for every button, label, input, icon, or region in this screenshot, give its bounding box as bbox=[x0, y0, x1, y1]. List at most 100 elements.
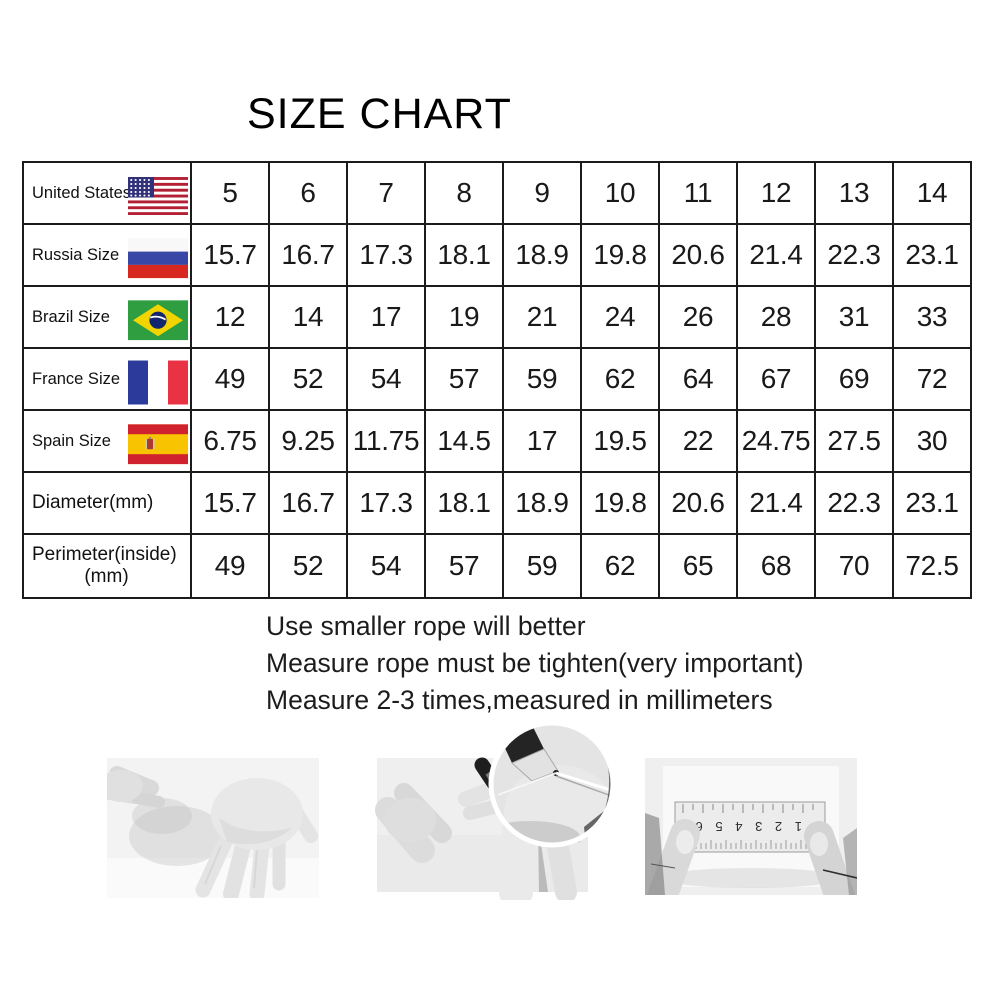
size-cell: 30 bbox=[892, 409, 972, 473]
size-cell: 19.8 bbox=[580, 471, 660, 535]
size-cell: 21.4 bbox=[736, 223, 816, 287]
size-cell: 27.5 bbox=[814, 409, 894, 473]
instruction-line: Measure rope must be tighten(very import… bbox=[266, 648, 804, 678]
size-cell: 8 bbox=[424, 161, 504, 225]
size-cell: 57 bbox=[424, 533, 504, 599]
size-cell: 18.9 bbox=[502, 471, 582, 535]
row-label-cell: Russia Size bbox=[22, 223, 192, 287]
size-cell: 10 bbox=[580, 161, 660, 225]
size-cell: 6.75 bbox=[190, 409, 270, 473]
size-cell: 11.75 bbox=[346, 409, 426, 473]
size-cell: 17 bbox=[502, 409, 582, 473]
size-cell: 5 bbox=[190, 161, 270, 225]
size-cell: 20.6 bbox=[658, 223, 738, 287]
size-cell: 23.1 bbox=[892, 223, 972, 287]
size-cell: 17 bbox=[346, 285, 426, 349]
size-cell: 72 bbox=[892, 347, 972, 411]
size-cell: 21 bbox=[502, 285, 582, 349]
size-cell: 22.3 bbox=[814, 223, 894, 287]
size-cell: 18.1 bbox=[424, 223, 504, 287]
size-cell: 16.7 bbox=[268, 223, 348, 287]
table-row-spain: Spain Size 6.75 9.25 11.75 14.5 17 bbox=[22, 409, 972, 473]
size-cell: 23.1 bbox=[892, 471, 972, 535]
size-cell: 14.5 bbox=[424, 409, 504, 473]
row-label: Perimeter(inside) bbox=[32, 544, 177, 565]
row-label: Spain Size bbox=[32, 431, 111, 450]
size-cell: 72.5 bbox=[892, 533, 972, 599]
open-palm-hand bbox=[195, 778, 318, 898]
size-table: United States bbox=[22, 161, 972, 599]
size-cell: 22.3 bbox=[814, 471, 894, 535]
size-cell: 14 bbox=[892, 161, 972, 225]
row-label: France Size bbox=[32, 369, 121, 388]
brazil-flag-icon bbox=[128, 300, 188, 341]
size-cell: 33 bbox=[892, 285, 972, 349]
thumbs bbox=[646, 819, 856, 895]
instruction-line: Use smaller rope will better bbox=[266, 611, 586, 641]
size-cell: 64 bbox=[658, 347, 738, 411]
size-cell: 68 bbox=[736, 533, 816, 599]
size-cell: 6 bbox=[268, 161, 348, 225]
size-cell: 62 bbox=[580, 347, 660, 411]
size-cell: 59 bbox=[502, 533, 582, 599]
us-flag-icon bbox=[128, 177, 188, 216]
size-cell: 15.7 bbox=[190, 223, 270, 287]
size-cell: 49 bbox=[190, 533, 270, 599]
measure-instructions: Use smaller rope will better Measure rop… bbox=[266, 608, 804, 719]
size-cell: 65 bbox=[658, 533, 738, 599]
size-cell: 7 bbox=[346, 161, 426, 225]
size-cell: 70 bbox=[814, 533, 894, 599]
france-flag-icon bbox=[128, 360, 188, 405]
spain-crest bbox=[145, 436, 155, 450]
row-label-cell: Spain Size bbox=[22, 409, 192, 473]
size-cell: 31 bbox=[814, 285, 894, 349]
size-cell: 17.3 bbox=[346, 223, 426, 287]
ruler: 1 2 3 4 5 6 7 bbox=[671, 801, 826, 853]
size-cell: 26 bbox=[658, 285, 738, 349]
size-cell: 69 bbox=[814, 347, 894, 411]
size-cell: 18.1 bbox=[424, 471, 504, 535]
size-cell: 59 bbox=[502, 347, 582, 411]
row-label-cell: Perimeter(inside) (mm) bbox=[22, 533, 192, 599]
size-cell: 22 bbox=[658, 409, 738, 473]
table-row-united-states: United States bbox=[22, 161, 972, 225]
size-cell: 19 bbox=[424, 285, 504, 349]
ruler-numbers: 1 2 3 4 5 6 7 bbox=[671, 819, 802, 834]
row-label-cell: Brazil Size bbox=[22, 285, 192, 349]
table-row-diameter: Diameter(mm) 15.7 16.7 17.3 18.1 18.9 19… bbox=[22, 471, 972, 535]
size-cell: 24 bbox=[580, 285, 660, 349]
table-row-perimeter: Perimeter(inside) (mm) 49 52 54 57 59 62… bbox=[22, 533, 972, 599]
magnifier-ring bbox=[488, 720, 616, 848]
spain-flag-icon bbox=[128, 424, 188, 465]
table-row-brazil: Brazil Size 12 14 17 19 21 24 26 28 31 3… bbox=[22, 285, 972, 349]
size-cell: 20.6 bbox=[658, 471, 738, 535]
rope-string bbox=[822, 869, 857, 879]
table-row-france: France Size 49 52 54 57 59 62 64 67 69 7… bbox=[22, 347, 972, 411]
size-cell: 52 bbox=[268, 533, 348, 599]
size-cell: 12 bbox=[190, 285, 270, 349]
row-label-cell: France Size bbox=[22, 347, 192, 411]
size-cell: 54 bbox=[346, 347, 426, 411]
photo-wrap-rope-around-finger bbox=[107, 758, 319, 898]
left-hand bbox=[107, 766, 165, 808]
size-cell: 19.5 bbox=[580, 409, 660, 473]
size-cell: 67 bbox=[736, 347, 816, 411]
size-cell: 14 bbox=[268, 285, 348, 349]
row-label-cell: United States bbox=[22, 161, 192, 225]
size-cell: 12 bbox=[736, 161, 816, 225]
photo-measure-with-ruler: 1 2 3 4 5 6 7 bbox=[645, 758, 857, 895]
size-cell: 17.3 bbox=[346, 471, 426, 535]
page-title: SIZE CHART bbox=[247, 90, 512, 138]
size-cell: 52 bbox=[268, 347, 348, 411]
row-label-line2: (mm) bbox=[84, 566, 129, 587]
row-label: Brazil Size bbox=[32, 307, 110, 326]
size-cell: 24.75 bbox=[736, 409, 816, 473]
table-row-russia: Russia Size 15.7 16.7 17.3 18.1 18.9 19.… bbox=[22, 223, 972, 287]
size-cell: 62 bbox=[580, 533, 660, 599]
size-cell: 15.7 bbox=[190, 471, 270, 535]
size-cell: 49 bbox=[190, 347, 270, 411]
size-cell: 18.9 bbox=[502, 223, 582, 287]
row-label-cell: Diameter(mm) bbox=[22, 471, 192, 535]
row-label: United States bbox=[32, 183, 132, 202]
instruction-line: Measure 2-3 times,measured in millimeter… bbox=[266, 685, 773, 715]
